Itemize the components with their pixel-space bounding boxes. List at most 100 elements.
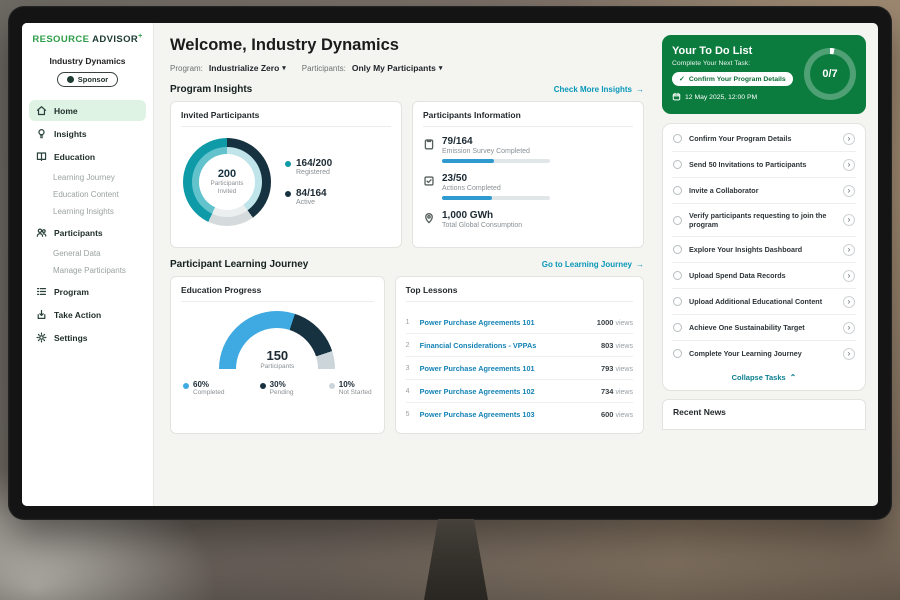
go-to-learning-journey-link[interactable]: Go to Learning Journey → [541,260,644,269]
check-more-insights-link[interactable]: Check More Insights → [553,85,644,94]
education-progress-gauge-chart: 150 Participants [219,311,336,370]
top-lessons-card: Top Lessons 1 Power Purchase Agreements … [394,276,644,434]
task-item[interactable]: Upload Spend Data Records › [672,263,856,290]
task-item[interactable]: Send 50 Invitations to Participants › [672,152,856,178]
checkbox-icon[interactable] [673,134,682,143]
arrow-right-icon: → [636,260,644,269]
sidebar-item-general-data[interactable]: General Data [53,249,101,259]
gauge-legend: 60% Completed 30% Pending [181,380,374,396]
program-filter-select[interactable]: Industrialize Zero ▾ [208,63,286,73]
sidebar-item-participants[interactable]: Participants [29,222,146,243]
sidebar-item-learning-insights[interactable]: Learning Insights [53,207,114,217]
chevron-right-icon[interactable]: › [843,184,855,197]
checkbox-icon[interactable] [673,297,682,307]
lesson-link[interactable]: Power Purchase Agreements 103 [419,409,535,419]
todo-subtitle: Complete Your Next Task: [672,60,751,67]
learning-cards-row: Education Progress 150 Participants [170,276,644,434]
logo-text-resource: RESOURCE [32,34,90,46]
action-icon [36,309,47,320]
task-item[interactable]: Achieve One Sustainability Target › [672,315,856,342]
chevron-right-icon[interactable]: › [843,269,855,282]
sidebar-item-label: Settings [54,332,88,343]
sidebar-item-label: Home [54,105,78,116]
right-panel: Your To Do List Complete Your Next Task:… [656,23,878,506]
chevron-right-icon[interactable]: › [843,321,855,334]
arrow-right-icon: → [636,85,644,94]
checkbox-icon[interactable] [673,245,682,255]
task-item[interactable]: Explore Your Insights Dashboard › [672,237,856,264]
collapse-tasks-link[interactable]: Collapse Tasks ⌃ [731,373,797,383]
legend-dot [259,383,266,389]
invited-participants-donut-chart: 200 Participants Invited [183,138,271,226]
sidebar-item-learning-journey[interactable]: Learning Journey [53,173,115,183]
todo-progress-ring: 0/7 [804,48,856,100]
recent-news-title: Recent News [673,407,726,418]
sidebar-item-home[interactable]: Home [29,100,146,122]
invited-participants-card: Invited Participants 200 Participants In… [170,101,402,248]
legend-dot [285,191,291,197]
main-content: Welcome, Industry Dynamics Program: Indu… [154,23,656,506]
sidebar-item-education-content[interactable]: Education Content [53,190,119,200]
sidebar-item-program[interactable]: Program [29,281,146,302]
sidebar-item-insights[interactable]: Insights [29,123,146,144]
legend-dot [183,383,189,389]
chevron-right-icon[interactable]: › [843,214,855,227]
legend-dot [285,161,291,167]
checkbox-icon[interactable] [673,271,682,281]
task-item[interactable]: Verify participants requesting to join t… [672,204,856,238]
lesson-link[interactable]: Power Purchase Agreements 101 [419,363,535,373]
chevron-right-icon[interactable]: › [843,243,855,256]
legend-item-not-started: 10% Not Started [328,380,372,396]
checkbox-icon[interactable] [673,186,682,195]
home-icon [36,105,47,116]
task-item[interactable]: Invite a Collaborator › [672,178,856,204]
lesson-link[interactable]: Financial Considerations - VPPAs [419,340,537,350]
todo-summary-card: Your To Do List Complete Your Next Task:… [662,35,866,114]
task-item[interactable]: Upload Additional Educational Content › [672,289,856,316]
calendar-icon [672,92,681,103]
donut-legend: 164/200 Registered 84/164 Active [285,158,332,206]
lesson-link[interactable]: Power Purchase Agreements 102 [419,386,535,396]
stat-emission-survey: 79/164 Emission Survey Completed [423,136,633,163]
chevron-down-icon: ▾ [438,65,443,72]
logo-plus: + [138,33,143,40]
card-title: Education Progress [181,285,374,302]
screen: RESOURCE ADVISOR+ Industry Dynamics Spon… [22,23,878,506]
page-title: Welcome, Industry Dynamics [170,36,399,54]
checkbox-icon[interactable] [673,323,682,333]
sidebar-item-education[interactable]: Education [29,146,146,167]
legend-item-active: 84/164 Active [285,188,332,206]
book-icon [36,151,47,162]
donut-center: 200 Participants Invited [210,168,244,195]
section-title-program-insights: Program Insights [170,84,253,95]
chevron-right-icon[interactable]: › [843,132,855,145]
task-item[interactable]: Confirm Your Program Details › [672,126,856,152]
card-title: Participants Information [423,110,633,127]
sidebar-item-settings[interactable]: Settings [29,327,146,348]
chevron-right-icon[interactable]: › [843,347,855,360]
lesson-link[interactable]: Power Purchase Agreements 101 [419,317,535,327]
gauge-center: 150 Participants [260,348,295,370]
desk-shadow [0,518,900,600]
checkbox-icon[interactable] [673,160,682,169]
stat-actions-completed: 23/50 Actions Completed [423,173,633,200]
monitor-bezel: RESOURCE ADVISOR+ Industry Dynamics Spon… [8,6,892,520]
participants-filter-label: Participants: [301,63,346,73]
lightbulb-icon [36,128,47,139]
sidebar-item-manage-participants[interactable]: Manage Participants [53,266,126,276]
lesson-row: 5 Power Purchase Agreements 103 600 views [405,409,633,419]
checkbox-icon[interactable] [673,349,682,359]
todo-title: Your To Do List [672,45,753,57]
task-item[interactable]: Complete Your Learning Journey › [672,341,856,366]
sidebar-item-label: Take Action [54,309,102,320]
participants-filter-select[interactable]: Only My Participants ▾ [351,63,443,73]
chevron-right-icon[interactable]: › [843,295,855,308]
clipboard-icon [423,137,435,150]
card-title: Top Lessons [405,285,633,302]
filter-bar: Program: Industrialize Zero ▾ Participan… [170,63,644,73]
chevron-right-icon[interactable]: › [843,158,855,171]
sidebar-item-take-action[interactable]: Take Action [29,304,146,325]
next-task-pill[interactable]: ✓ Confirm Your Program Details [672,72,793,86]
sidebar-item-label: Program [54,286,89,297]
checkbox-icon[interactable] [673,215,682,225]
